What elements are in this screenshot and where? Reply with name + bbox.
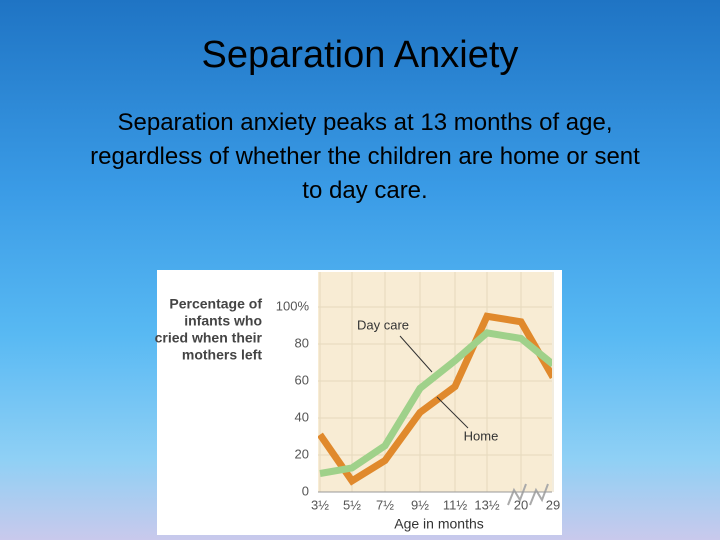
x-tick-label: 11½	[443, 497, 467, 512]
x-tick-label: 5½	[343, 497, 361, 512]
x-tick-label: 20	[514, 497, 528, 512]
y-axis-label: Percentage of	[169, 296, 262, 312]
x-tick-label: 13½	[474, 497, 499, 512]
series-label: Home	[464, 428, 499, 443]
x-axis-label: Age in months	[394, 516, 484, 532]
slide-title: Separation Anxiety	[201, 34, 519, 76]
leader-line	[436, 396, 469, 429]
x-tick-label: 29	[546, 497, 560, 512]
series-label: Day care	[357, 317, 409, 332]
x-tick-label: 3½	[311, 497, 329, 512]
y-tick-label: 60	[295, 372, 309, 387]
y-axis-label: cried when their	[155, 330, 263, 346]
x-tick-label: 9½	[411, 497, 429, 512]
y-tick-label: 40	[295, 409, 309, 424]
leader-line	[399, 335, 433, 373]
y-tick-label: 20	[295, 446, 309, 461]
y-axis-label: infants who	[184, 313, 262, 329]
x-tick-label: 7½	[376, 497, 394, 512]
plot-area	[318, 272, 552, 492]
y-tick-label: 0	[302, 483, 309, 498]
y-axis-label: mothers left	[182, 347, 262, 363]
data-line	[319, 329, 552, 477]
y-tick-label: 100%	[276, 298, 310, 313]
data-line	[318, 312, 552, 486]
slide-text: Separation anxiety peaks at 13 months of…	[90, 109, 640, 204]
y-tick-label: 80	[295, 335, 309, 350]
